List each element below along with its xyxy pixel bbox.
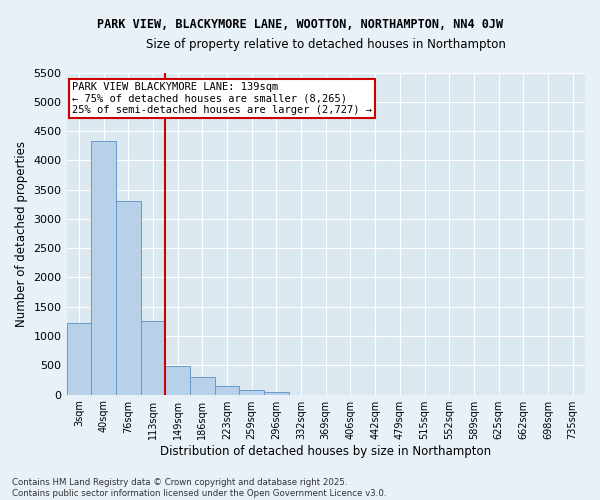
Bar <box>165 366 190 394</box>
Bar <box>140 322 165 394</box>
Text: Contains HM Land Registry data © Crown copyright and database right 2025.
Contai: Contains HM Land Registry data © Crown c… <box>12 478 386 498</box>
Title: Size of property relative to detached houses in Northampton: Size of property relative to detached ho… <box>146 38 506 51</box>
X-axis label: Distribution of detached houses by size in Northampton: Distribution of detached houses by size … <box>160 444 491 458</box>
Bar <box>190 377 215 394</box>
Bar <box>116 202 140 394</box>
Text: PARK VIEW, BLACKYMORE LANE, WOOTTON, NORTHAMPTON, NN4 0JW: PARK VIEW, BLACKYMORE LANE, WOOTTON, NOR… <box>97 18 503 30</box>
Bar <box>239 390 264 394</box>
Bar <box>215 386 239 394</box>
Bar <box>264 392 289 394</box>
Text: PARK VIEW BLACKYMORE LANE: 139sqm
← 75% of detached houses are smaller (8,265)
2: PARK VIEW BLACKYMORE LANE: 139sqm ← 75% … <box>72 82 372 116</box>
Bar <box>91 141 116 395</box>
Y-axis label: Number of detached properties: Number of detached properties <box>15 140 28 326</box>
Bar <box>67 323 91 394</box>
